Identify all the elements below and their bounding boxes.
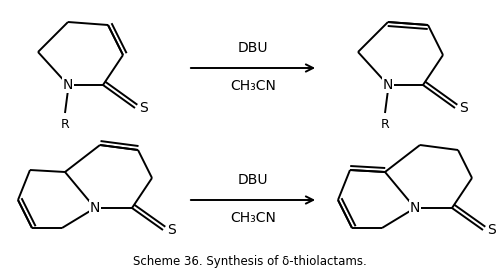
Text: N: N [90,201,100,215]
Text: DBU: DBU [238,41,268,55]
Text: N: N [63,78,73,92]
Text: CH₃CN: CH₃CN [230,211,276,225]
Text: S: S [488,223,496,237]
Text: DBU: DBU [238,173,268,187]
Text: N: N [410,201,420,215]
Text: R: R [380,118,390,132]
Text: S: S [140,101,148,115]
Text: S: S [460,101,468,115]
Text: S: S [168,223,176,237]
Text: N: N [383,78,393,92]
Text: R: R [60,118,70,132]
Text: CH₃CN: CH₃CN [230,79,276,93]
Text: Scheme 36. Synthesis of δ-thiolactams.: Scheme 36. Synthesis of δ-thiolactams. [133,255,367,268]
